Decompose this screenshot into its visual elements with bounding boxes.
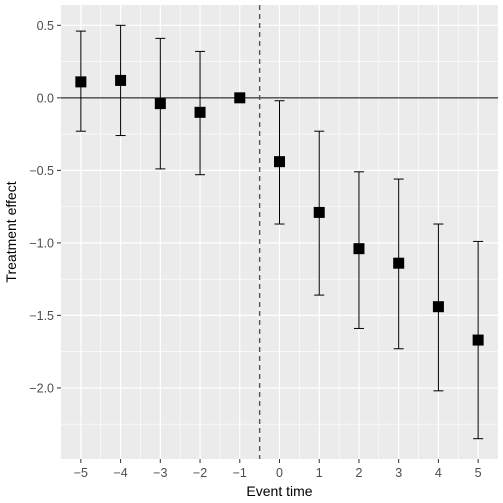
y-tick-label: −0.5 — [29, 164, 54, 178]
x-axis-title: Event time — [246, 483, 312, 499]
x-tick-label: −1 — [233, 466, 247, 480]
point-estimate — [154, 98, 166, 110]
x-tick-label: −4 — [113, 466, 127, 480]
x-tick-label: −5 — [74, 466, 88, 480]
point-estimate — [194, 106, 206, 118]
point-estimate — [313, 206, 325, 218]
point-estimate — [472, 334, 484, 346]
x-tick-label: 1 — [316, 466, 323, 480]
y-tick-label: 0.0 — [37, 91, 54, 105]
x-tick-label: 4 — [435, 466, 442, 480]
point-estimate — [115, 74, 127, 86]
x-tick-label: 0 — [276, 466, 283, 480]
x-tick-label: 5 — [475, 466, 482, 480]
x-tick-label: 2 — [355, 466, 362, 480]
x-tick-label: −3 — [153, 466, 167, 480]
y-tick-label: −1.5 — [29, 309, 54, 323]
x-tick-label: 3 — [395, 466, 402, 480]
y-tick-label: −1.0 — [29, 236, 54, 250]
point-estimate — [234, 92, 246, 104]
y-tick-label: −2.0 — [29, 381, 54, 395]
x-axis: −5 −4 −3 −2 −1 0 1 2 3 4 5 — [74, 459, 482, 480]
point-estimate — [393, 257, 405, 269]
point-estimate — [353, 243, 365, 255]
y-tick-label: 0.5 — [37, 19, 54, 33]
x-tick-label: −2 — [193, 466, 207, 480]
point-estimate — [274, 156, 285, 168]
point-estimate — [75, 76, 87, 88]
point-estimate — [432, 301, 444, 313]
point-estimates — [75, 74, 484, 346]
y-axis-title: Treatment effect — [3, 181, 19, 282]
y-axis: 0.5 0.0 −0.5 −1.0 −1.5 −2.0 — [29, 19, 61, 395]
